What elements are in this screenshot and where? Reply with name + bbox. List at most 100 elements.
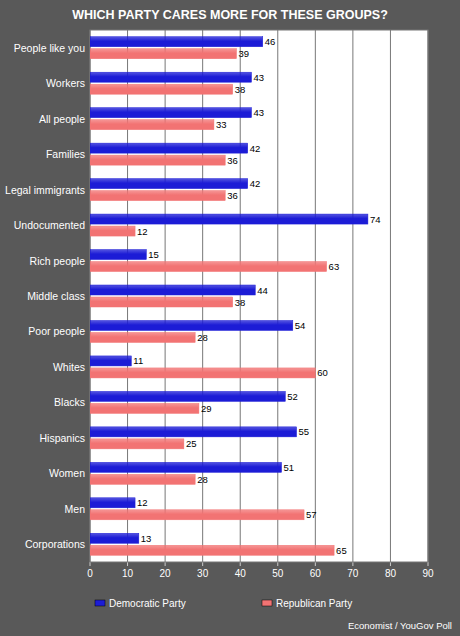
category-label: Legal immigrants	[5, 184, 85, 196]
bar	[90, 368, 315, 378]
category-label: Families	[46, 148, 85, 160]
data-label: 38	[235, 84, 246, 95]
data-label: 15	[148, 249, 159, 260]
data-label: 60	[317, 367, 328, 378]
category-label: Rich people	[30, 255, 86, 267]
data-label: 51	[284, 462, 295, 473]
bar	[90, 179, 248, 189]
category-label: Undocumented	[14, 219, 85, 231]
plot-area	[90, 30, 428, 562]
bar	[90, 226, 135, 236]
tick-mark	[127, 562, 128, 566]
tick-mark	[277, 562, 278, 566]
bar	[90, 120, 214, 130]
category-label: Corporations	[25, 538, 85, 550]
legend-swatch	[95, 600, 105, 606]
data-labels: 4639433843334236423674121563443854281160…	[133, 36, 380, 556]
bar	[90, 462, 282, 472]
data-label: 39	[238, 48, 249, 59]
data-label: 25	[186, 438, 197, 449]
bar	[90, 49, 236, 59]
tick-label: 0	[87, 568, 93, 579]
category-label: Whites	[53, 361, 85, 373]
tick-mark	[315, 562, 316, 566]
bar	[90, 155, 225, 165]
data-label: 55	[299, 426, 310, 437]
data-label: 13	[141, 533, 152, 544]
bar	[90, 439, 184, 449]
data-label: 29	[201, 403, 212, 414]
category-label: People like you	[14, 42, 85, 54]
tick-mark	[165, 562, 166, 566]
data-label: 12	[137, 497, 148, 508]
bar	[90, 533, 139, 543]
data-label: 28	[197, 332, 208, 343]
tick-mark	[428, 562, 429, 566]
data-label: 12	[137, 226, 148, 237]
tick-label: 70	[347, 568, 359, 579]
legend-label: Republican Party	[276, 598, 352, 609]
bar	[90, 84, 233, 94]
category-label: Middle class	[27, 290, 85, 302]
data-label: 11	[133, 355, 143, 366]
data-label: 42	[250, 143, 261, 154]
tick-label: 40	[235, 568, 247, 579]
tick-mark	[90, 562, 91, 566]
tick-label: 10	[122, 568, 134, 579]
bar	[90, 498, 135, 508]
data-label: 36	[227, 155, 238, 166]
tick-mark	[352, 562, 353, 566]
category-label: All people	[39, 113, 85, 125]
grid-line	[277, 30, 278, 562]
bar	[90, 108, 251, 118]
bar	[90, 391, 285, 401]
tick-label: 50	[272, 568, 284, 579]
category-label: Blacks	[54, 396, 85, 408]
bar	[90, 191, 225, 201]
bar	[90, 285, 255, 295]
data-label: 54	[295, 320, 306, 331]
tick-label: 90	[422, 568, 434, 579]
data-label: 33	[216, 119, 227, 130]
category-label: Women	[49, 467, 85, 479]
data-label: 42	[250, 178, 261, 189]
data-label: 57	[306, 509, 317, 520]
grid-line	[315, 30, 316, 562]
tick-mark	[240, 562, 241, 566]
grid-line	[352, 30, 353, 562]
legend-label: Democratic Party	[109, 598, 186, 609]
bar	[90, 37, 263, 47]
bar	[90, 474, 195, 484]
bar	[90, 297, 233, 307]
category-label: Hispanics	[39, 432, 85, 444]
grid-line	[390, 30, 391, 562]
data-label: 65	[336, 545, 347, 556]
background	[0, 0, 460, 636]
data-label: 36	[227, 190, 238, 201]
tick-label: 30	[197, 568, 209, 579]
data-label: 43	[253, 107, 264, 118]
data-label: 46	[265, 36, 276, 47]
source: Economist / YouGov Poll	[348, 620, 452, 631]
tick-label: 20	[160, 568, 172, 579]
data-label: 63	[329, 261, 340, 272]
bar	[90, 250, 146, 260]
plot-frame	[90, 30, 428, 562]
bar	[90, 356, 131, 366]
category-label: Workers	[46, 77, 85, 89]
data-label: 43	[253, 72, 264, 83]
bar	[90, 262, 327, 272]
data-label: 74	[370, 214, 381, 225]
data-label: 28	[197, 474, 208, 485]
category-label: Men	[65, 503, 86, 515]
bar	[90, 320, 293, 330]
tick-label: 80	[385, 568, 397, 579]
bar	[90, 214, 368, 224]
data-label: 44	[257, 285, 268, 296]
bar	[90, 510, 304, 520]
bar	[90, 72, 251, 82]
bar	[90, 403, 199, 413]
title: WHICH PARTY CARES MORE FOR THESE GROUPS?	[72, 8, 388, 22]
category-label: Poor people	[28, 325, 85, 337]
chart: WHICH PARTY CARES MORE FOR THESE GROUPS?…	[0, 0, 460, 636]
